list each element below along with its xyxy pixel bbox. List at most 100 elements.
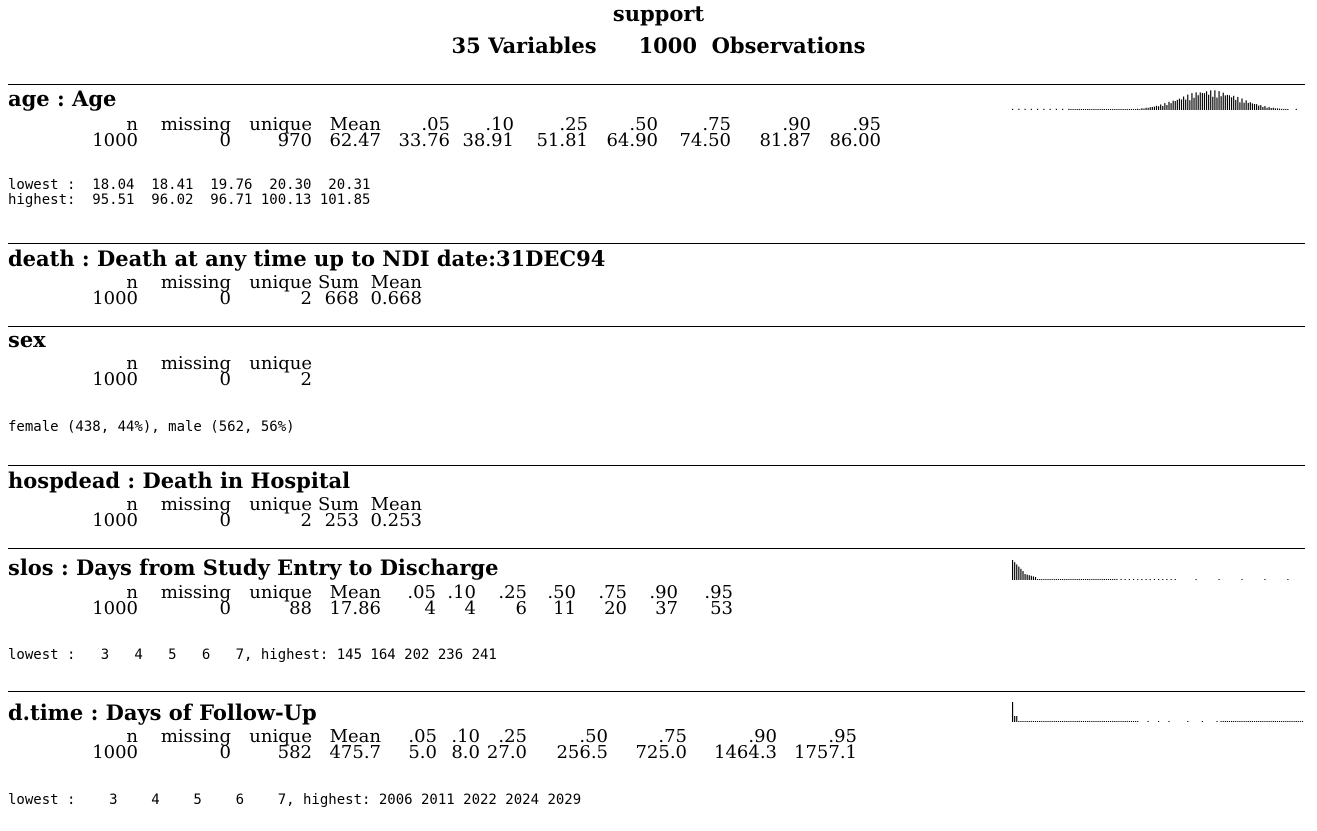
sparkline-bar (1068, 721, 1070, 722)
sparkline-bar (1251, 103, 1254, 110)
sparkline-bar (1287, 721, 1289, 722)
sparkline-bar (1220, 721, 1222, 722)
sparkline-bar (1212, 96, 1214, 110)
sparkline-bar (1166, 105, 1168, 110)
stat-header: Mean (329, 726, 381, 747)
sparkline-bar (1243, 102, 1245, 110)
sparkline-bar (1222, 721, 1224, 722)
stat-value: 0 (219, 598, 231, 619)
sparkline-bar (1281, 721, 1283, 722)
sparkline-bar (1128, 579, 1130, 580)
stat-header: Mean (370, 272, 422, 293)
sparkline-bar (1283, 108, 1285, 110)
sparkline-bar (1095, 721, 1097, 722)
sparkline-bar (1180, 99, 1183, 110)
sparkline-bar (1205, 91, 1208, 110)
stat-value: 1000 (92, 598, 138, 619)
stat-header: Mean (370, 494, 422, 515)
sparkline-bar (1289, 721, 1291, 722)
stat-value: 1000 (92, 742, 138, 763)
stat-header: .25 (498, 726, 527, 747)
sparkline-bar (1049, 108, 1051, 110)
sparkline-bar (1024, 108, 1026, 110)
sparkline-bar (1012, 702, 1014, 722)
dataset-name: support (612, 1, 705, 26)
section-divider (8, 326, 1305, 327)
sparkline-bar (1091, 721, 1093, 722)
sparkline-bar (1201, 721, 1203, 722)
sparkline-bar (1278, 108, 1281, 110)
sparkline-bar (1174, 101, 1176, 110)
sparkline-bar (1018, 566, 1020, 580)
sparkline-bar (1091, 109, 1093, 110)
stat-header: unique (249, 726, 312, 747)
sparkline-bar (1078, 579, 1080, 580)
sparkline-bar (1070, 109, 1072, 110)
sparkline-bar (1299, 721, 1301, 722)
stat-value: 1757.1 (794, 742, 857, 763)
variable-heading-sex: sex (8, 327, 46, 352)
sparkline-bar (1051, 579, 1053, 580)
variable-heading-age: age : Age (8, 86, 117, 111)
sparkline-bar (1235, 99, 1237, 110)
stat-value: 64.90 (606, 130, 658, 151)
sparkline-bar (1122, 721, 1124, 722)
sparkline-bar (1114, 109, 1116, 110)
sparkline-bar (1253, 721, 1256, 722)
sparkline-bar (1224, 95, 1226, 110)
sparkline-bar (1272, 107, 1274, 110)
sparkline-bar (1218, 579, 1220, 580)
sparkline-bar (1195, 579, 1197, 580)
stat-header: missing (160, 726, 231, 747)
sparkline-bar (1226, 94, 1228, 110)
sparkline-bar (1097, 579, 1099, 580)
sparkline-bar (1103, 721, 1105, 722)
sparkline-bar (1143, 108, 1145, 110)
sparkline-bar (1149, 107, 1151, 110)
sparkline-bar (1158, 721, 1160, 722)
sparkline-bar (1153, 106, 1155, 110)
stat-value: 86.00 (829, 130, 881, 151)
sparkline-bar (1097, 109, 1099, 110)
slos-histogram-sparkline (1012, 558, 1304, 580)
sparkline-bar (1059, 579, 1062, 580)
sparkline-bar (1276, 721, 1279, 722)
stat-value: 1000 (92, 369, 138, 390)
sparkline-bar (1041, 721, 1043, 722)
sparkline-bar (1228, 95, 1231, 110)
sparkline-bar (1231, 97, 1233, 110)
sparkline-bar (1258, 105, 1260, 110)
sparkline-bar (1110, 579, 1112, 580)
sparkline-bar (1128, 721, 1130, 722)
sparkline-bar (1241, 98, 1243, 110)
stat-value: 20 (604, 598, 627, 619)
sparkline-bar (1043, 579, 1045, 580)
sparkline-svg (1012, 702, 1304, 722)
sparkline-bar (1268, 721, 1270, 722)
sparkline-bar (1074, 109, 1076, 110)
sparkline-bar (1057, 579, 1060, 580)
sparkline-bar (1070, 721, 1072, 722)
stat-value: 51.81 (536, 130, 588, 151)
stat-value: 1000 (92, 288, 138, 309)
sparkline-bar (1112, 109, 1114, 110)
death-stats-table: n 1000 missing 0 unique 2 Sum 668 Mean 0.668 (0, 270, 1000, 310)
sparkline-bar (1137, 721, 1139, 722)
age-stats-table: n 1000 missing 0 unique 970 Mean 62.47 .05 33.76.… (0, 112, 1000, 152)
sparkline-bar (1164, 103, 1166, 110)
sparkline-bar (1103, 109, 1105, 110)
sparkline-bar (1266, 721, 1268, 722)
sparkline-bar (1295, 108, 1297, 110)
sparkline-bar (1128, 109, 1130, 110)
sparkline-bar (1032, 721, 1035, 722)
sparkline-bar (1253, 104, 1256, 110)
stat-header: unique (249, 353, 312, 374)
section-divider (8, 691, 1305, 692)
section-divider (8, 465, 1305, 466)
sparkline-bar (1245, 721, 1247, 722)
sparkline-bar (1051, 721, 1053, 722)
sparkline-bar (1091, 579, 1093, 580)
stat-header: Mean (329, 582, 381, 603)
sparkline-bar (1043, 108, 1045, 110)
stat-value: 0 (219, 288, 231, 309)
